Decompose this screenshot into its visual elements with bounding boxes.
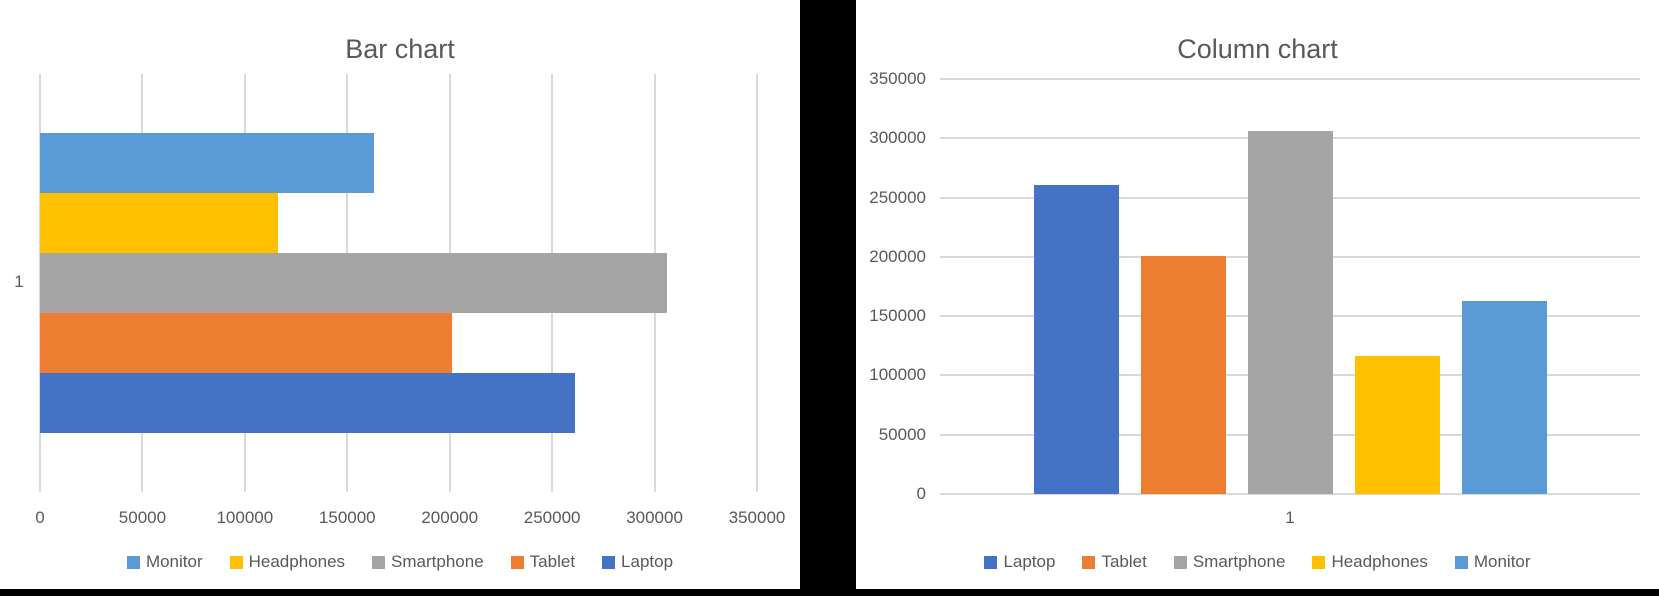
legend-label-monitor: Monitor [145, 552, 203, 571]
legend-item-laptop: Laptop [984, 552, 1055, 572]
legend-swatch-laptop [984, 555, 998, 569]
panel-divider [800, 0, 856, 596]
legend-swatch-tablet [1082, 555, 1096, 569]
y-tick-label-50000: 50000 [878, 424, 926, 444]
legend-item-monitor: Monitor [126, 552, 203, 572]
x-tick-label-350000: 350000 [728, 508, 786, 527]
legend-item-headphones: Headphones [229, 552, 346, 572]
column-smartphone [1247, 131, 1333, 494]
legend-swatch-headphones [1312, 555, 1326, 569]
column-chart-value-axis-ticks: 0 50000 100000 150000 200000 250000 300000 3500… [856, 69, 926, 503]
y-tick-label-200000: 200000 [869, 246, 926, 266]
bar-tablet [40, 313, 452, 373]
x-tick-label-50000: 50000 [118, 508, 167, 527]
legend-swatch-monitor [126, 555, 140, 569]
legend-item-headphones: Headphones [1312, 552, 1428, 572]
legend-label-tablet: Tablet [529, 552, 576, 571]
column-chart-plot-area [940, 78, 1640, 495]
legend-label-smartphone: Smartphone [391, 552, 484, 571]
legend-label-headphones: Headphones [248, 552, 346, 571]
column-chart-category-axis-label: 1 [1285, 508, 1295, 527]
legend-swatch-smartphone [372, 555, 386, 569]
horizontal-gridline-350000 [940, 78, 1640, 80]
y-tick-label-250000: 250000 [869, 187, 926, 207]
legend-swatch-monitor [1454, 555, 1468, 569]
bar-smartphone [40, 253, 667, 313]
bar-headphones [40, 193, 278, 253]
legend-item-tablet: Tablet [510, 552, 576, 572]
legend-label-laptop: Laptop [1003, 552, 1056, 571]
legend-label-monitor: Monitor [1473, 552, 1531, 571]
legend-item-tablet: Tablet [1082, 552, 1147, 572]
x-tick-label-150000: 150000 [318, 508, 376, 527]
bottom-black-strip [0, 589, 1659, 596]
bar-chart-title: Bar chart [345, 34, 455, 65]
legend-item-laptop: Laptop [602, 552, 673, 572]
legend-label-laptop: Laptop [621, 552, 674, 571]
legend-swatch-laptop [602, 555, 616, 569]
x-tick-label-200000: 200000 [421, 508, 479, 527]
bar-chart-value-axis-ticks: 0 50000 100000 150000 200000 250000 300000 3500… [35, 508, 785, 530]
vertical-gridline-350000 [756, 74, 758, 492]
column-tablet [1140, 255, 1226, 494]
legend-label-smartphone: Smartphone [1192, 552, 1286, 571]
column-chart-panel: Column chart 0 50000 100000 150000 200000 250… [856, 0, 1659, 589]
column-headphones [1354, 356, 1440, 494]
y-tick-label-100000: 100000 [869, 365, 926, 385]
legend-item-smartphone: Smartphone [372, 552, 484, 572]
bar-chart-panel: Bar chart 1 0 50000 100000 150000 200000 2500… [0, 0, 800, 589]
column-monitor [1461, 300, 1547, 494]
x-tick-label-300000: 300000 [626, 508, 683, 527]
bar-laptop [40, 373, 575, 433]
legend-swatch-smartphone [1173, 555, 1187, 569]
x-tick-label-0: 0 [35, 508, 45, 527]
bar-monitor [40, 133, 374, 193]
column-chart-series-bars [940, 79, 1640, 494]
legend-label-headphones: Headphones [1331, 552, 1428, 571]
bar-chart-plot-area [39, 74, 758, 492]
column-chart-title: Column chart [1177, 34, 1338, 65]
y-tick-label-300000: 300000 [869, 128, 926, 148]
legend-swatch-tablet [510, 555, 524, 569]
bar-chart-legend: Monitor Headphones Smartphone Tablet Laptop [0, 552, 800, 572]
x-tick-label-250000: 250000 [523, 508, 581, 527]
horizontal-gridline-0 [940, 493, 1640, 495]
legend-item-smartphone: Smartphone [1173, 552, 1286, 572]
column-laptop [1033, 184, 1119, 494]
column-chart-legend: Laptop Tablet Smartphone Headphones Monitor [856, 552, 1659, 572]
legend-swatch-headphones [229, 555, 243, 569]
y-tick-label-350000: 350000 [869, 69, 926, 88]
x-tick-label-100000: 100000 [216, 508, 274, 527]
y-tick-label-150000: 150000 [869, 306, 926, 326]
bar-chart-category-axis-label: 1 [14, 272, 24, 291]
y-tick-label-0: 0 [916, 484, 926, 503]
legend-label-tablet: Tablet [1101, 552, 1147, 571]
bar-chart-series-bars [40, 133, 757, 433]
legend-item-monitor: Monitor [1454, 552, 1531, 572]
